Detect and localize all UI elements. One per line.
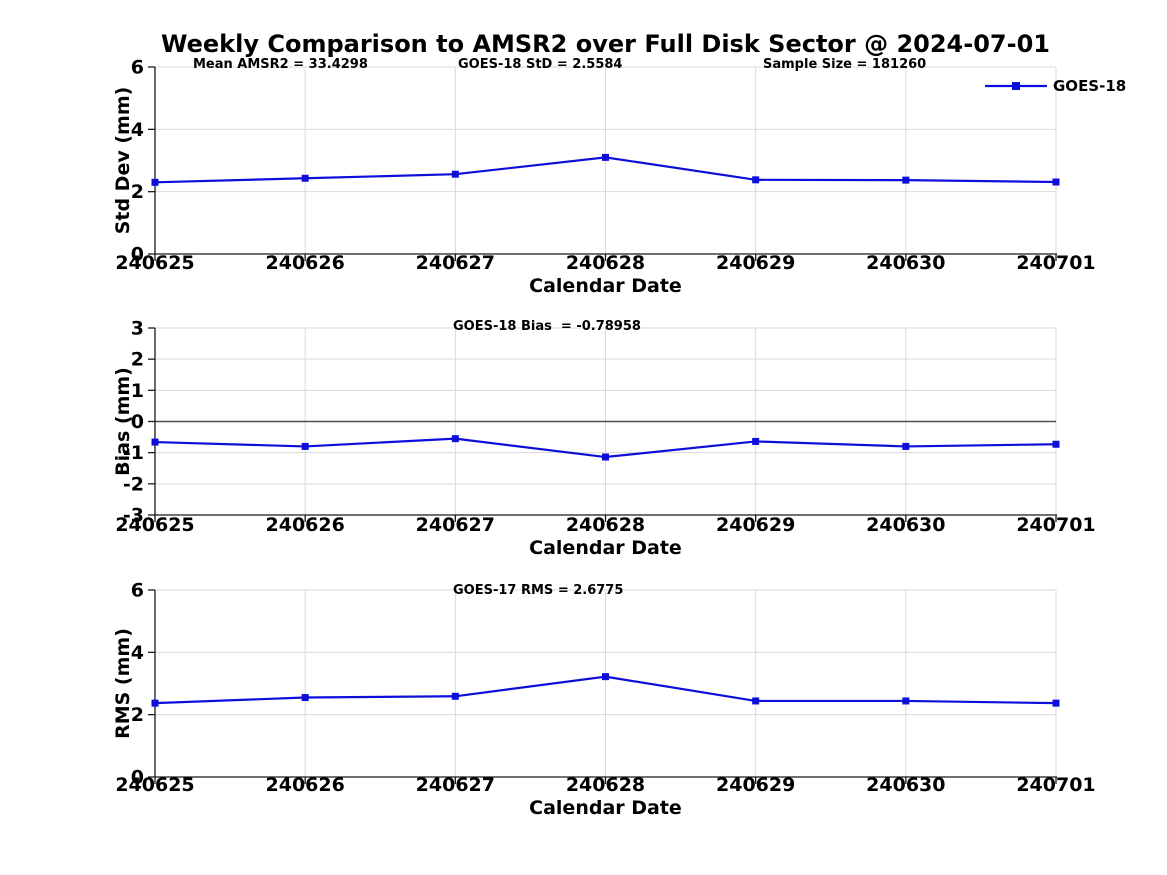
x-axis-title: Calendar Date: [529, 275, 682, 297]
x-tick-label: 240626: [266, 774, 345, 796]
data-point-marker: [752, 697, 760, 705]
x-tick-label: 240701: [1016, 514, 1095, 536]
x-tick-label: 240627: [416, 514, 495, 536]
x-tick-label: 240701: [1016, 252, 1095, 274]
y-tick-label: 6: [131, 580, 144, 602]
data-point-marker: [151, 438, 159, 446]
x-tick-label: 240625: [115, 514, 194, 536]
y-tick-label: 3: [131, 318, 144, 340]
data-point-marker: [451, 692, 459, 700]
data-point-marker: [902, 442, 910, 450]
data-point-marker: [902, 176, 910, 184]
data-point-marker: [602, 673, 609, 681]
y-tick-label: 2: [131, 181, 144, 203]
annotation: Mean AMSR2 = 33.4298: [193, 57, 368, 72]
data-point-marker: [151, 699, 159, 707]
y-tick-label: 0: [131, 244, 144, 266]
x-tick-label: 240629: [716, 774, 795, 796]
x-tick-label: 240627: [416, 774, 495, 796]
y-tick-label: 2: [131, 704, 144, 726]
x-tick-label: 240627: [416, 252, 495, 274]
data-point-marker: [752, 437, 760, 445]
data-point-marker: [752, 176, 760, 184]
data-point-marker: [301, 442, 309, 450]
y-tick-label: -1: [123, 442, 144, 464]
y-tick-label: -2: [123, 473, 144, 495]
y-tick-label: 0: [131, 411, 144, 433]
annotation: GOES-17 RMS = 2.6775: [453, 583, 623, 598]
gridlines: [155, 589, 1057, 777]
y-tick-label: -3: [123, 505, 144, 527]
data-point-marker: [1052, 178, 1060, 186]
x-tick-label: 240625: [115, 774, 194, 796]
y-axis-title: Bias (mm): [112, 367, 134, 476]
data-point-marker: [451, 170, 459, 178]
data-point-marker: [902, 697, 910, 705]
data-point-marker: [1052, 699, 1060, 707]
x-tick-label: 240630: [866, 252, 945, 274]
x-tick-label: 240629: [716, 252, 795, 274]
y-axis-title: Std Dev (mm): [112, 87, 134, 235]
x-tick-label: 240628: [566, 774, 645, 796]
series-markers: [151, 435, 1060, 461]
x-tick-label: 240626: [266, 514, 345, 536]
annotation: Sample Size = 181260: [763, 57, 926, 72]
data-point-marker: [151, 178, 159, 186]
x-axis-title: Calendar Date: [529, 537, 682, 559]
y-tick-label: 0: [131, 767, 144, 789]
data-point-marker: [451, 435, 459, 443]
annotation: GOES-18 StD = 2.5584: [458, 57, 622, 72]
x-axis-title: Calendar Date: [529, 797, 682, 819]
axes: [148, 327, 1057, 522]
data-point-marker: [301, 174, 309, 182]
std-dev-panel: 0 2 4 6 240625 240626 240627 240628 240629 240630…: [112, 57, 1126, 298]
annotation: GOES-18 Bias = -0.78958: [453, 319, 641, 334]
axes: [148, 589, 1057, 784]
data-point-marker: [602, 153, 609, 161]
x-tick-label: 240628: [566, 252, 645, 274]
x-tick-label: 240626: [266, 252, 345, 274]
x-tick-label: 240630: [866, 774, 945, 796]
data-point-marker: [1052, 440, 1060, 448]
legend: GOES-18: [985, 77, 1126, 95]
data-point-marker: [602, 453, 609, 461]
x-tick-label: 240625: [115, 252, 194, 274]
legend-marker: [1012, 82, 1020, 90]
series-markers: [151, 153, 1060, 186]
y-tick-label: 4: [131, 119, 144, 141]
data-point-marker: [301, 694, 309, 702]
bias-panel: -3 -2 -1 0 1 2 3 240625 240626 240627 240628 240629…: [112, 318, 1096, 560]
x-tick-label: 240629: [716, 514, 795, 536]
x-tick-label: 240628: [566, 514, 645, 536]
y-tick-label: 6: [131, 57, 144, 79]
y-axis-title: RMS (mm): [112, 628, 134, 739]
figure-title: Weekly Comparison to AMSR2 over Full Dis…: [161, 30, 1050, 58]
legend-label: GOES-18: [1053, 77, 1126, 95]
series-markers: [151, 673, 1060, 707]
y-tick-label: 1: [131, 380, 144, 402]
axes: [148, 66, 1057, 261]
x-tick-label: 240630: [866, 514, 945, 536]
y-tick-label: 4: [131, 642, 144, 664]
y-tick-label: 2: [131, 349, 144, 371]
rms-panel: 0 2 4 6 240625 240626 240627 240628 240629 240630…: [112, 580, 1096, 820]
x-tick-label: 240701: [1016, 774, 1095, 796]
